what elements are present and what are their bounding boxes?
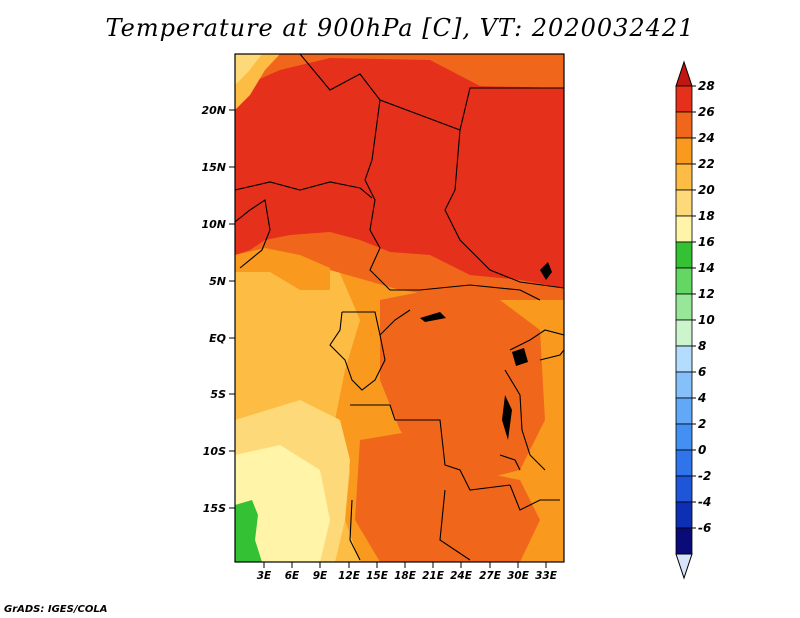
lon-label-18e: 18E bbox=[394, 570, 417, 582]
colorbar-level-label: 10 bbox=[698, 313, 715, 327]
colorbar-swatch bbox=[675, 267, 693, 295]
colorbar-over-arrow bbox=[675, 60, 693, 87]
colorbar-swatch bbox=[675, 319, 693, 347]
colorbar-level-label: 14 bbox=[698, 261, 715, 275]
lon-label-15e: 15E bbox=[366, 570, 389, 582]
longitude-axis: 3E 6E 9E 12E 15E 18E 21E 24E 27E 30E 33E bbox=[257, 562, 558, 582]
lat-label-10n: 10N bbox=[201, 218, 226, 231]
colorbar-swatch bbox=[675, 137, 693, 165]
lon-label-27e: 27E bbox=[479, 570, 502, 582]
colorbar-swatch bbox=[675, 215, 693, 243]
colorbar-level-label: 24 bbox=[698, 131, 715, 145]
colorbar-swatch bbox=[675, 371, 693, 399]
colorbar-swatch bbox=[675, 475, 693, 503]
colorbar-level-label: 18 bbox=[698, 209, 715, 223]
colorbar-swatch bbox=[675, 345, 693, 373]
colorbar-level-label: 0 bbox=[698, 443, 706, 457]
colorbar-swatch bbox=[675, 241, 693, 269]
lat-label-5s: 5S bbox=[210, 388, 226, 401]
colorbar-level-label: -6 bbox=[698, 521, 711, 535]
lon-label-12e: 12E bbox=[338, 570, 361, 582]
temperature-field bbox=[235, 54, 564, 562]
lon-label-21e: 21E bbox=[422, 570, 445, 582]
colorbar-level-label: 2 bbox=[698, 417, 706, 431]
map-frame bbox=[234, 53, 565, 563]
lon-label-6e: 6E bbox=[285, 570, 300, 582]
colorbar-swatch bbox=[675, 85, 693, 113]
colorbar-swatch bbox=[675, 423, 693, 451]
lakes bbox=[420, 262, 552, 440]
colorbar-level-label: -4 bbox=[698, 495, 711, 509]
colorbar-level-label: 20 bbox=[698, 183, 715, 197]
lat-label-5n: 5N bbox=[209, 275, 226, 288]
latitude-axis: 20N 15N 10N 5N EQ 5S 10S 15S bbox=[201, 104, 235, 515]
colorbar-swatch bbox=[675, 163, 693, 191]
colorbar-swatch bbox=[675, 501, 693, 529]
colorbar-level-label: 6 bbox=[698, 365, 706, 379]
colorbar-level-label: -2 bbox=[698, 469, 711, 483]
lon-label-3e: 3E bbox=[257, 570, 272, 582]
colorbar-level-label: 28 bbox=[698, 79, 715, 93]
lat-label-eq: EQ bbox=[209, 332, 226, 345]
colorbar-under-arrow bbox=[675, 553, 693, 580]
colorbar-swatch bbox=[675, 527, 693, 555]
colorbar-swatch bbox=[675, 189, 693, 217]
lat-label-15s: 15S bbox=[203, 502, 226, 515]
lat-label-20n: 20N bbox=[201, 104, 226, 117]
lat-label-10s: 10S bbox=[203, 445, 226, 458]
lon-label-9e: 9E bbox=[313, 570, 328, 582]
grads-credit: GrADS: IGES/COLA bbox=[4, 604, 108, 615]
map-title: Temperature at 900hPa [C], VT: 202003242… bbox=[105, 14, 695, 42]
colorbar-swatch bbox=[675, 449, 693, 477]
colorbar-level-label: 12 bbox=[698, 287, 715, 301]
colorbar-level-label: 22 bbox=[698, 157, 715, 171]
colorbar-level-label: 26 bbox=[698, 105, 715, 119]
colorbar-level-label: 8 bbox=[698, 339, 706, 353]
colorbar-level-label: 16 bbox=[698, 235, 715, 249]
lon-label-30e: 30E bbox=[507, 570, 530, 582]
lon-label-24e: 24E bbox=[450, 570, 473, 582]
lon-label-33e: 33E bbox=[535, 570, 558, 582]
lat-label-15n: 15N bbox=[201, 161, 226, 174]
colorbar-swatch bbox=[675, 293, 693, 321]
map-figure: 20N 15N 10N 5N EQ 5S 10S 15S 3E 6E 9E 12… bbox=[201, 53, 715, 582]
colorbar-level-label: 4 bbox=[697, 391, 706, 405]
country-borders bbox=[235, 54, 564, 561]
colorbar-swatch bbox=[675, 111, 693, 139]
colorbar-swatch bbox=[675, 397, 693, 425]
